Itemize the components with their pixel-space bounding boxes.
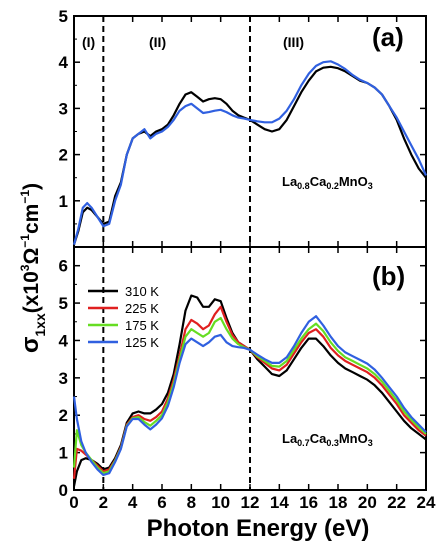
y-axis-units-ohm: Ω	[20, 248, 43, 265]
y-axis-units-sup3: −1	[18, 190, 32, 204]
x-tick-label: 2	[99, 493, 108, 512]
panel-a-series-line	[72, 60, 428, 245]
x-tick-label: 14	[270, 493, 289, 512]
panel-a-y-tick-label: 1	[59, 192, 68, 211]
legend: 310 K 225 K 175 K 125 K	[88, 284, 159, 350]
x-tick-label: 22	[387, 493, 406, 512]
x-tick-label: 20	[358, 493, 377, 512]
compound-b-el2: Ca	[310, 431, 327, 446]
panel-b-y-tick-label: 0	[59, 481, 68, 500]
y-axis-symbol: σ	[17, 337, 44, 353]
region-label-1: (I)	[82, 34, 95, 50]
compound-a-sub3: 3	[368, 181, 373, 191]
panel-b-y-tick-label: 3	[59, 369, 68, 388]
panel-a-y-tick-label: 4	[59, 53, 69, 72]
compound-b-sub1: 0.7	[297, 438, 310, 448]
y-axis-units-close: )	[20, 183, 43, 190]
y-axis-units-open: (x10	[20, 271, 43, 313]
panel-a-y-tick-label: 5	[59, 7, 68, 26]
y-axis-symbol-sub: 1xx	[32, 313, 48, 337]
panel-a-label: (a)	[372, 22, 404, 52]
compound-a-el1: La	[282, 174, 298, 189]
x-tick-label: 4	[128, 493, 138, 512]
region-label-3: (III)	[283, 34, 304, 50]
compound-b-sub2: 0.3	[326, 438, 339, 448]
y-axis-title: σ1xx(x103Ω−1cm−1)	[17, 183, 48, 353]
y-axis-units-sup: 3	[18, 264, 32, 271]
x-tick-label: 6	[157, 493, 166, 512]
panel-b-y-tick-label: 5	[59, 294, 68, 313]
compound-b-el1: La	[282, 431, 298, 446]
x-tick-label: 12	[241, 493, 260, 512]
panel-a-y-tick-label: 2	[59, 146, 68, 165]
compound-b-sub3: 3	[368, 438, 373, 448]
x-tick-label: 10	[211, 493, 230, 512]
compound-a-el2: Ca	[310, 174, 327, 189]
panel-b-y-tick-label: 4	[59, 331, 69, 350]
panel-b-y-tick-label: 6	[59, 257, 68, 276]
x-tick-label: 24	[417, 493, 436, 512]
compound-a-el3: MnO	[339, 174, 368, 189]
region-label-2: (II)	[149, 34, 166, 50]
legend-label: 310 K	[125, 284, 159, 299]
x-tick-label: 18	[329, 493, 348, 512]
compound-label-b: La0.7Ca0.3MnO3	[282, 431, 373, 448]
panel-b-label: (b)	[372, 261, 405, 291]
x-axis-title: Photon Energy (eV)	[147, 515, 370, 542]
panel-b-y-tick-label: 1	[59, 444, 68, 463]
svg-text:σ1xx(x103Ω−1cm−1): σ1xx(x103Ω−1cm−1)	[17, 183, 48, 353]
compound-a-sub2: 0.2	[326, 181, 339, 191]
panel-a-y-tick-label: 3	[59, 99, 68, 118]
x-tick-label: 8	[187, 493, 196, 512]
legend-label: 225 K	[125, 301, 159, 316]
panel-b-y-tick-label: 2	[59, 406, 68, 425]
legend-label: 125 K	[125, 335, 159, 350]
x-tick-label: 16	[299, 493, 318, 512]
y-axis-units-cm: cm	[20, 204, 43, 234]
panel-b-series-line	[72, 315, 427, 477]
compound-a-sub1: 0.8	[297, 181, 310, 191]
x-tick-label: 0	[69, 493, 78, 512]
legend-label: 175 K	[125, 318, 159, 333]
compound-b-el3: MnO	[339, 431, 368, 446]
compound-label-a: La0.8Ca0.2MnO3	[282, 174, 373, 191]
y-axis-units-sup2: −1	[18, 234, 32, 248]
